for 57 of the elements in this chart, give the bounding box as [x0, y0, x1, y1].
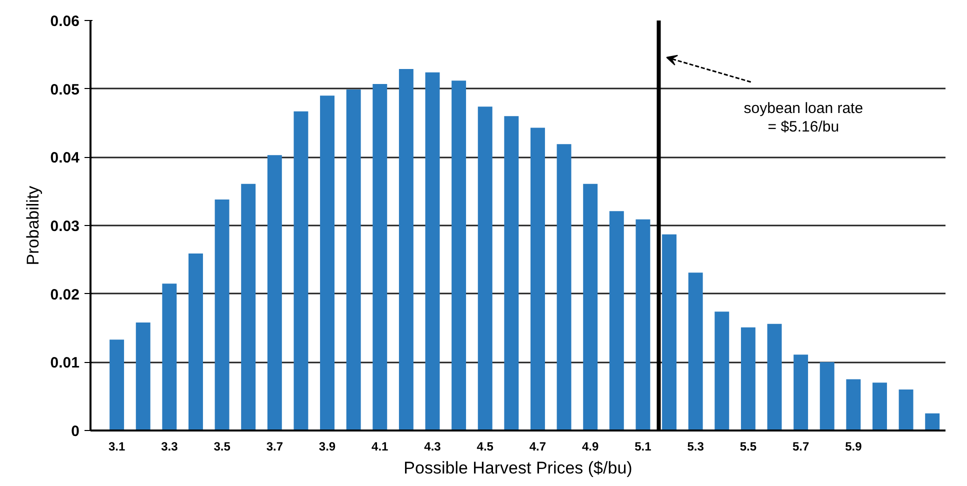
bar — [662, 234, 677, 430]
x-tick-label: 3.3 — [161, 440, 178, 454]
x-tick-label: 3.9 — [318, 440, 336, 454]
bar — [636, 219, 650, 430]
y-tick-label: 0.03 — [50, 218, 80, 235]
x-tick-label: 5.3 — [687, 440, 704, 454]
y-tick-label: 0.06 — [50, 13, 80, 30]
bar — [872, 382, 887, 430]
bar — [898, 390, 914, 430]
y-tick-label: 0 — [71, 423, 80, 440]
y-axis-title: Probability — [23, 185, 42, 266]
y-tick-label: 0.05 — [50, 81, 80, 98]
x-tick-label: 5.9 — [845, 440, 862, 454]
bar — [241, 184, 256, 430]
bar — [346, 90, 361, 430]
bar — [820, 362, 834, 430]
ref-line-label: soybean loan rate = $5.16/bu — [744, 100, 864, 136]
x-tick-label: 5.1 — [634, 440, 652, 454]
bar — [583, 184, 598, 430]
x-tick-label: 4.1 — [372, 440, 389, 454]
bar — [767, 324, 782, 430]
bar — [714, 312, 730, 430]
x-tick-label: 3.5 — [214, 440, 231, 454]
bar — [425, 72, 440, 430]
bar — [320, 96, 335, 430]
y-tick-label: 0.02 — [50, 286, 80, 304]
bar — [136, 322, 150, 430]
bar — [398, 69, 414, 430]
x-tick-label: 4.5 — [476, 440, 494, 454]
x-tick-label: 4.3 — [424, 440, 442, 454]
x-tick-label: 3.1 — [108, 440, 126, 454]
bar — [530, 128, 545, 430]
bar — [688, 272, 703, 430]
bar — [188, 254, 203, 430]
bar — [478, 106, 492, 430]
bar — [110, 340, 124, 430]
y-tick-label: 0.04 — [50, 150, 80, 167]
bar — [556, 144, 572, 430]
bar — [846, 379, 861, 430]
x-tick-label: 5.5 — [740, 440, 757, 454]
x-tick-label: 4.7 — [529, 440, 546, 454]
bar — [162, 284, 177, 430]
bar — [294, 111, 308, 430]
bar — [794, 354, 808, 430]
y-tick-label: 0.01 — [50, 354, 80, 372]
x-tick-label: 5.7 — [792, 440, 810, 454]
bar — [609, 211, 624, 430]
bar — [452, 80, 466, 430]
x-tick-label: 4.9 — [582, 440, 600, 454]
bar — [740, 327, 756, 430]
bar — [372, 84, 388, 430]
bar — [925, 413, 940, 430]
bar — [504, 116, 519, 430]
x-tick-label: 3.7 — [266, 440, 284, 454]
bar — [267, 155, 282, 430]
x-axis-title: Possible Harvest Prices ($/bu) — [404, 458, 632, 478]
bar — [214, 200, 230, 430]
